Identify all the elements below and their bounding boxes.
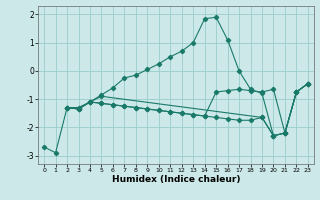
- X-axis label: Humidex (Indice chaleur): Humidex (Indice chaleur): [112, 175, 240, 184]
